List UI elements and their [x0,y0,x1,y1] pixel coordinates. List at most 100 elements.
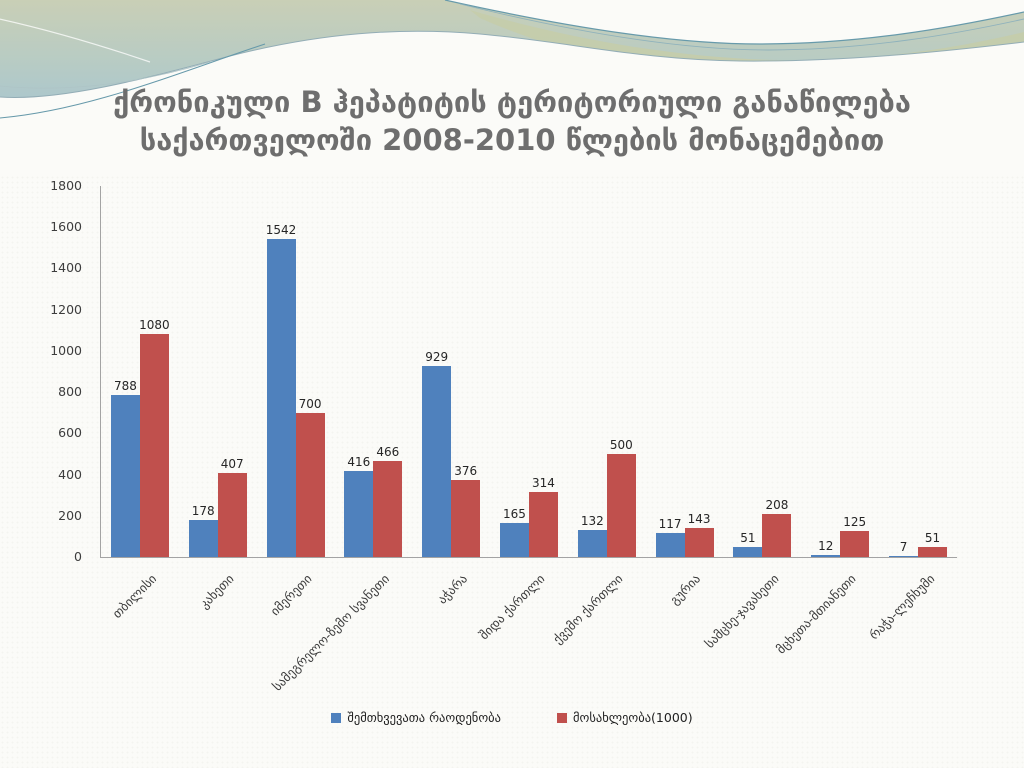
bar-column: 165 [499,507,529,557]
x-axis-category-label: თბილისი [108,571,159,622]
bar [266,239,296,557]
bar [811,554,841,557]
bar-group: 51 208 [724,186,802,557]
bar-value-label: 466 [376,444,400,459]
bar-group: 132 500 [568,186,646,557]
y-tick-label: 1000 [50,342,82,358]
bar-value-label: 51 [740,530,756,545]
y-tick-label: 400 [58,466,82,482]
bar-group: 117 143 [646,186,724,557]
bar-column: 929 [422,349,452,557]
x-axis-category-label: იმერეთი [267,571,315,619]
bar-column: 178 [188,504,218,557]
bar-value-label: 314 [532,476,555,491]
bar-column: 51 [733,530,763,557]
legend: შემთხვევათა რაოდენობა მოსახლეობა(1000) [0,710,1024,725]
bar-value-label: 929 [425,349,449,364]
bar-group: 178 407 [179,186,257,557]
legend-label-cases: შემთხვევათა რაოდენობა [347,710,501,725]
y-axis: 0 200 400 600 800 1000 1200 1400 1600 1800 [0,178,90,564]
bar [139,334,169,557]
bar-column: 143 [684,512,714,557]
bar [606,453,636,557]
bar-value-label: 700 [298,396,322,411]
bar [295,412,325,557]
bar-group: 165 314 [490,186,568,557]
x-axis-category-label: ქვემო ქართლი [550,571,626,647]
y-tick-label: 600 [58,425,82,441]
bar-column: 132 [577,513,607,557]
y-tick-label: 1800 [50,178,82,193]
bar [451,479,481,557]
bar-column: 1542 [265,223,297,557]
legend-item-cases: შემთხვევათა რაოდენობა [331,710,501,725]
bar-value-label: 165 [503,507,526,521]
bar [344,471,374,557]
bar-group: 416 466 [334,186,412,557]
bar-column: 51 [918,530,948,557]
bar-groups: 788 1080 178 407 1542 700 416 466 929 376 165 314 13… [101,186,957,557]
bar-group: 12 125 [801,186,879,557]
bar-column: 117 [655,517,685,557]
legend-label-population: მოსახლეობა(1000) [572,710,693,725]
bar-value-label: 178 [191,504,215,519]
bar-column: 500 [606,437,636,557]
bar [188,520,218,557]
bar-column: 407 [217,457,247,557]
x-axis-category-label: აჭარა [434,571,471,607]
bar-column: 466 [373,444,403,557]
bar-group: 929 376 [412,186,490,557]
bar-value-label: 7 [899,539,908,554]
bar [733,546,763,557]
bar-value-label: 500 [609,437,633,452]
legend-swatch-population [556,712,567,723]
bar [889,555,919,557]
x-axis-category-label: გურია [667,571,704,608]
bar-column: 314 [528,476,558,557]
x-axis-category-label: სამცხე-ჯავახეთი [701,571,782,651]
bar-column: 376 [451,463,481,557]
bar-value-label: 1542 [265,223,297,238]
bar [528,492,558,557]
bar-group: 1542 700 [257,186,335,557]
bar [110,394,140,557]
bar-value-label: 51 [924,530,941,545]
bar-column: 1080 [139,318,170,557]
bar [840,531,870,557]
x-axis-category-label: კახეთი [196,571,237,612]
bar [577,529,607,557]
y-tick-label: 1400 [50,260,82,276]
bar [217,473,247,557]
y-tick-label: 1200 [50,301,82,317]
bar-value-label: 12 [818,538,834,553]
bar-column: 7 [889,539,919,557]
bar-value-label: 1080 [139,318,170,333]
bar-group: 788 1080 [101,186,179,557]
bar-value-label: 132 [580,513,604,528]
slide-title: ქრონიკული B ჰეპატიტის ტერიტორიული განაწი… [0,84,1024,159]
bar-value-label: 407 [220,457,244,472]
bar-group: 7 51 [879,186,957,557]
bar-column: 12 [811,538,841,557]
plot-area [100,186,957,558]
legend-item-population: მოსახლეობა(1000) [556,710,693,725]
bar-column: 788 [110,379,140,557]
bar [422,365,452,557]
slide-title-text: ქრონიკული B ჰეპატიტის ტერიტორიული განაწი… [113,85,911,157]
x-axis-category-label: მცხეთა-მთიანეთი [773,571,860,657]
x-axis-labels: თბილისი კახეთი იმერეთი სამეგრელო-ზემო სვანე… [100,557,956,694]
bar [762,514,792,557]
x-axis-category-label: რაჭა-ლეჩხუმი [865,571,938,643]
bar [918,546,948,557]
bar-column: 125 [840,515,870,557]
bar-value-label: 376 [454,463,478,478]
bar-value-label: 208 [765,498,789,513]
header-wave-graphic [0,0,1024,175]
bar-value-label: 125 [843,515,867,530]
bar [373,460,403,557]
bar [655,532,685,557]
bar [684,527,714,557]
y-tick-label: 0 [74,549,82,564]
x-axis-category-label: შიდა ქართლი [476,571,548,643]
